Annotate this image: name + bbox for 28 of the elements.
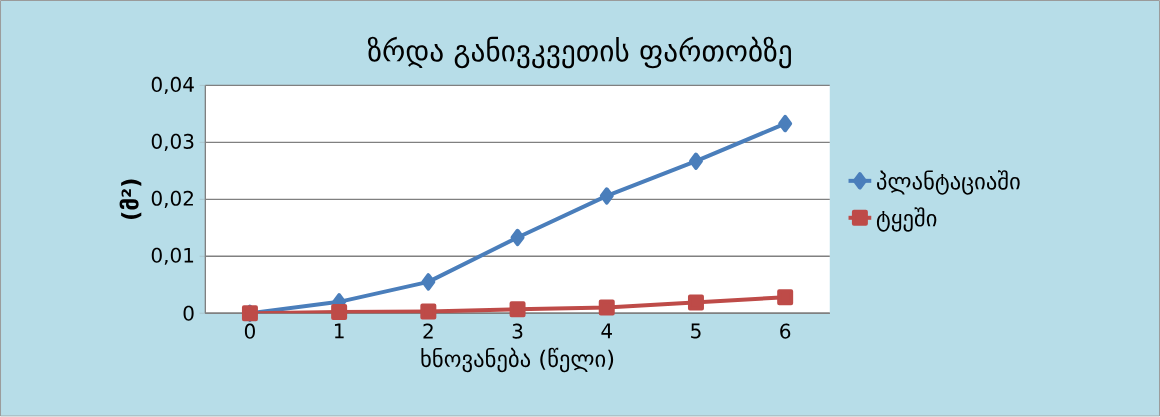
point	[421, 273, 436, 291]
y-tick-label: 0	[183, 305, 194, 321]
point	[331, 304, 348, 321]
point	[420, 303, 437, 320]
x-tick-label: 0	[244, 323, 255, 339]
legend-label: ტყეში	[876, 207, 937, 232]
point	[599, 187, 614, 205]
point	[509, 301, 526, 318]
point	[778, 115, 793, 133]
x-tick-label: 6	[780, 323, 791, 339]
y-tick-label: 0,04	[151, 77, 194, 95]
y-tick-label: 0,02	[151, 190, 193, 209]
point	[598, 299, 615, 316]
x-tick-label: 3	[512, 323, 523, 339]
x-tick-label: 1	[334, 323, 344, 339]
y-tick-label: 0,03	[151, 133, 194, 152]
legend-label: პლანტაციაში	[877, 170, 1020, 195]
point	[687, 294, 704, 311]
y-tick-label: 0,01	[151, 247, 194, 266]
chart-title: ზრდა განივკვეთის ფართობზე	[367, 36, 791, 69]
point	[777, 289, 794, 306]
x-axis-title: ხნოვანება (წელი)	[421, 348, 614, 373]
x-tick-label: 4	[601, 323, 612, 339]
point	[510, 229, 525, 247]
point	[688, 152, 703, 171]
x-tick-label: 2	[423, 323, 433, 339]
y-axis-title: (მ²)	[119, 179, 142, 220]
x-tick-label: 5	[691, 323, 701, 339]
